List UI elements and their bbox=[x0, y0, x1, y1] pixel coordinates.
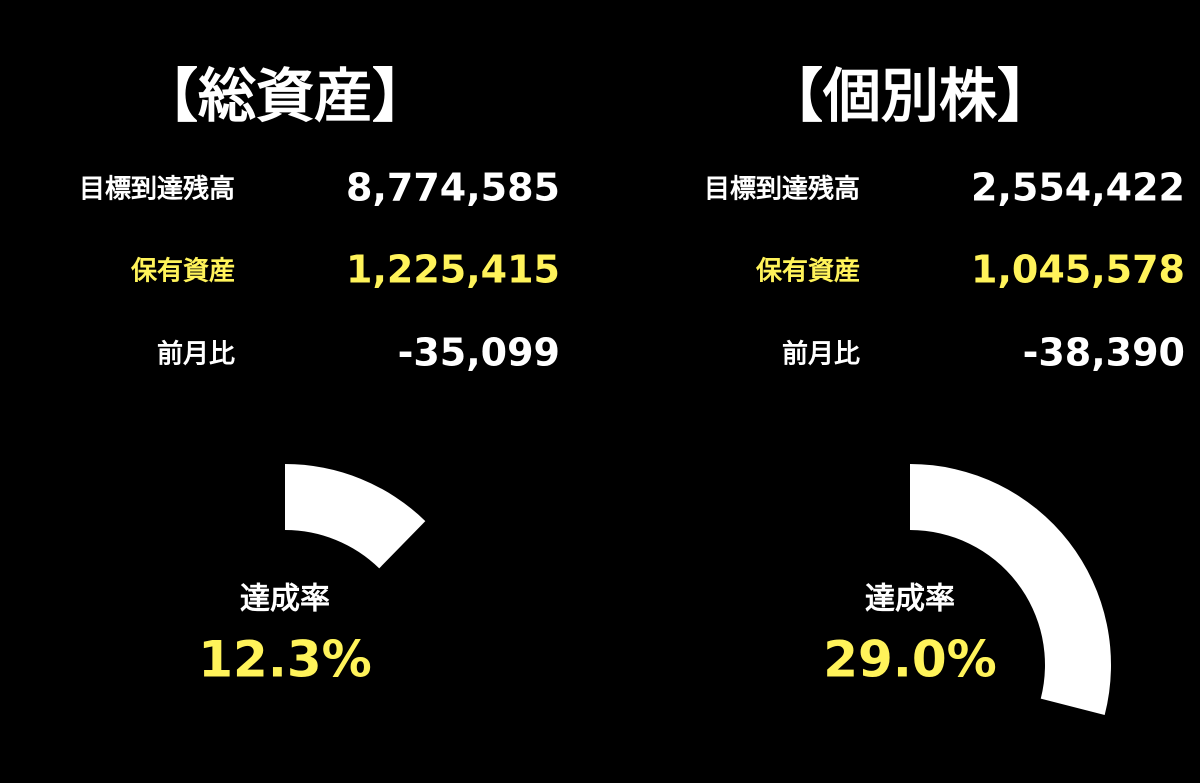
row-label: 前月比 bbox=[157, 339, 235, 370]
row-value: 1,045,578 bbox=[971, 248, 1185, 292]
row-value: -35,099 bbox=[398, 331, 560, 375]
row-label: 保有資産 bbox=[130, 257, 235, 287]
row-value: 8,774,585 bbox=[346, 166, 560, 210]
gauge-arc bbox=[910, 464, 1111, 715]
gauge-label: 達成率 bbox=[865, 582, 955, 617]
row-label: 前月比 bbox=[782, 339, 860, 370]
panel-title: 【個別株】 bbox=[765, 62, 1055, 130]
row-label: 目標到達残高 bbox=[79, 174, 235, 205]
row-label: 目標到達残高 bbox=[704, 174, 860, 205]
gauge-arc bbox=[285, 464, 426, 569]
row-value: 1,225,415 bbox=[346, 248, 560, 292]
row-value: 2,554,422 bbox=[971, 166, 1185, 210]
row-label: 保有資産 bbox=[755, 257, 860, 287]
gauge-label: 達成率 bbox=[240, 582, 330, 617]
row-value: -38,390 bbox=[1023, 331, 1185, 375]
gauge-value: 12.3% bbox=[198, 631, 371, 689]
gauge-value: 29.0% bbox=[823, 631, 996, 689]
panel-title: 【総資産】 bbox=[140, 62, 430, 130]
